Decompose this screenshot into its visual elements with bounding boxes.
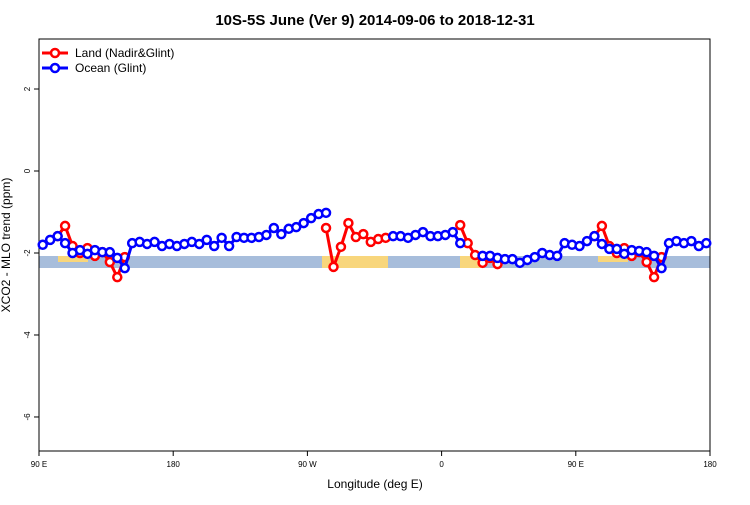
data-point xyxy=(581,235,593,247)
map-strip xyxy=(39,256,710,268)
data-point xyxy=(417,226,429,238)
data-point xyxy=(149,236,160,248)
x-tick-label: 90 E xyxy=(31,460,47,469)
data-point xyxy=(223,240,235,252)
data-point xyxy=(589,230,600,242)
data-point xyxy=(104,246,116,258)
y-tick-label: -6 xyxy=(23,413,32,421)
data-point xyxy=(686,235,697,247)
legend-label: Ocean (Glint) xyxy=(75,61,146,75)
y-tick-label: -4 xyxy=(23,331,32,339)
x-tick-label: 90 E xyxy=(568,460,584,469)
land-patch xyxy=(58,256,88,262)
data-point xyxy=(596,220,608,232)
data-point xyxy=(529,251,541,263)
data-point xyxy=(454,237,466,249)
x-axis-label: Longitude (deg E) xyxy=(327,477,422,491)
data-point xyxy=(268,222,280,234)
data-point xyxy=(648,250,660,262)
y-axis-label: XCO2 - MLO trend (ppm) xyxy=(0,178,13,313)
legend-marker xyxy=(49,47,61,59)
data-point xyxy=(596,238,608,250)
land-patch xyxy=(322,256,388,268)
x-tick-label: 0 xyxy=(439,460,444,469)
data-point xyxy=(358,228,369,240)
data-point xyxy=(52,230,63,242)
data-point xyxy=(261,229,272,241)
data-point xyxy=(641,256,652,268)
data-point xyxy=(328,261,339,273)
data-point xyxy=(216,232,227,244)
data-point xyxy=(201,234,212,246)
data-point xyxy=(276,228,287,240)
y-tick-label: -2 xyxy=(23,249,32,257)
data-point xyxy=(611,243,623,255)
data-point xyxy=(343,217,354,229)
chart-title: 10S-5S June (Ver 9) 2014-09-06 to 2018-1… xyxy=(215,12,534,29)
y-tick-label: 0 xyxy=(23,168,32,173)
x-tick-label: 180 xyxy=(703,460,717,469)
data-point xyxy=(701,237,712,249)
data-point xyxy=(112,252,123,264)
data-point xyxy=(119,262,130,274)
data-point xyxy=(194,238,205,250)
data-point xyxy=(447,226,459,238)
y-tick-label: 2 xyxy=(23,86,32,91)
x-tick-label: 180 xyxy=(167,460,181,469)
land-patch xyxy=(598,256,628,262)
data-point xyxy=(551,250,563,262)
data-point xyxy=(320,207,332,219)
data-point xyxy=(574,240,585,252)
legend-marker xyxy=(49,62,61,74)
data-point xyxy=(104,256,116,268)
data-point xyxy=(648,271,660,283)
legend-label: Land (Nadir&Glint) xyxy=(75,46,174,60)
data-point xyxy=(305,212,317,224)
data-point xyxy=(656,262,667,274)
data-point xyxy=(208,240,220,252)
data-point xyxy=(320,222,332,234)
data-point xyxy=(37,239,48,251)
data-point xyxy=(59,220,71,232)
data-point xyxy=(59,237,71,249)
data-point xyxy=(290,221,302,233)
data-point xyxy=(112,271,123,283)
x-tick-label: 90 W xyxy=(298,460,317,469)
data-point xyxy=(298,217,309,229)
data-point xyxy=(335,241,347,253)
data-point xyxy=(454,219,466,231)
